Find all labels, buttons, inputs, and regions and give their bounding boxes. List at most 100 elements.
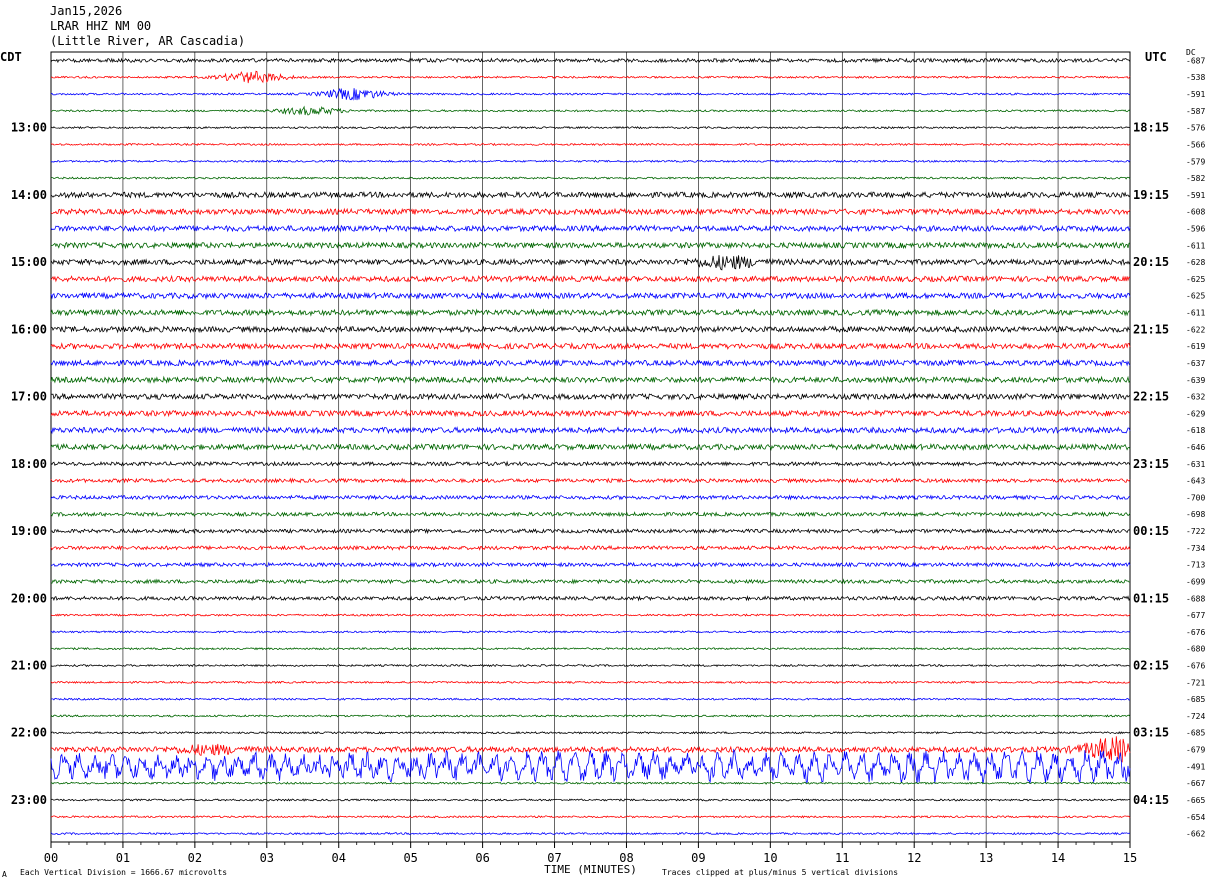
dc-offset-label: -677 (1186, 611, 1205, 620)
dc-offset-label: -596 (1186, 224, 1205, 233)
dc-offset-label: -685 (1186, 695, 1205, 704)
trace-line (50, 714, 1131, 718)
trace-line (50, 736, 1131, 763)
dc-offset-label: -628 (1186, 258, 1205, 267)
dc-offset-label: -611 (1186, 309, 1205, 318)
trace-line (50, 630, 1131, 634)
x-tick-label: 00 (44, 851, 58, 865)
trace-line (50, 291, 1131, 300)
x-tick-label: 07 (547, 851, 561, 865)
trace-line (50, 159, 1131, 163)
left-hour-label: 19:00 (11, 524, 47, 538)
clipping-note: Traces clipped at plus/minus 5 vertical … (662, 868, 899, 877)
trace-line (50, 731, 1131, 735)
trace-line (50, 358, 1131, 368)
trace-line (50, 798, 1131, 802)
x-tick-label: 02 (188, 851, 202, 865)
trace-line (50, 87, 1131, 101)
right-hour-label: 00:15 (1133, 524, 1169, 538)
dc-offset-label: -631 (1186, 460, 1205, 469)
trace-line (50, 325, 1131, 334)
trace-line (50, 442, 1131, 452)
left-hour-label: 16:00 (11, 322, 47, 336)
dc-offset-label: -721 (1186, 678, 1205, 687)
dc-offset-label: -724 (1186, 712, 1205, 721)
trace-line (50, 308, 1131, 317)
dc-offset-label: -611 (1186, 241, 1205, 250)
trace-line (50, 697, 1131, 701)
dc-offset-label: -591 (1186, 90, 1205, 99)
trace-line (50, 578, 1130, 585)
trace-line (50, 663, 1131, 668)
left-hour-label: 15:00 (11, 255, 47, 269)
dc-offset-label: -662 (1186, 830, 1205, 839)
right-hour-label: 18:15 (1133, 121, 1169, 135)
dc-offset-label: -637 (1186, 359, 1205, 368)
trace-line (50, 544, 1131, 551)
trace-line (50, 142, 1131, 147)
footer-left-mark: A (2, 870, 7, 879)
x-tick-label: 10 (763, 851, 777, 865)
x-tick-label: 14 (1051, 851, 1065, 865)
left-axis-label: CDT (0, 50, 22, 64)
dc-offset-label: -700 (1186, 493, 1205, 502)
dc-offset-label: -713 (1186, 561, 1205, 570)
trace-line (50, 57, 1131, 64)
dc-offset-label: -685 (1186, 729, 1205, 738)
right-hour-label: 03:15 (1133, 726, 1169, 740)
dc-offset-label: -619 (1186, 342, 1205, 351)
dc-offset-label: -688 (1186, 594, 1205, 603)
left-hour-label: 23:00 (11, 793, 47, 807)
dc-offset-label: -722 (1186, 527, 1205, 536)
trace-line (50, 255, 1131, 271)
dc-offset-label: -665 (1186, 796, 1205, 805)
trace-line (50, 241, 1131, 250)
dc-offset-label: -618 (1186, 426, 1205, 435)
x-tick-label: 01 (116, 851, 130, 865)
left-hour-label: 21:00 (11, 659, 47, 673)
dc-offset-label: -608 (1186, 208, 1205, 217)
trace-line (50, 647, 1131, 651)
x-tick-label: 06 (475, 851, 489, 865)
right-hour-label: 23:15 (1133, 457, 1169, 471)
dc-offset-label: -538 (1186, 73, 1205, 82)
dc-offset-label: -625 (1186, 275, 1205, 284)
left-hour-label: 17:00 (11, 390, 47, 404)
trace-line (50, 409, 1131, 418)
x-tick-label: 11 (835, 851, 849, 865)
right-hour-label: 04:15 (1133, 793, 1169, 807)
trace-line (50, 190, 1131, 200)
dc-offset-label: -576 (1186, 124, 1205, 133)
dc-offset-label: -654 (1186, 813, 1205, 822)
x-tick-label: 12 (907, 851, 921, 865)
left-hour-label: 20:00 (11, 591, 47, 605)
dc-offset-label: -582 (1186, 174, 1205, 183)
trace-line (50, 274, 1131, 283)
trace-line (50, 613, 1131, 617)
left-hour-label: 18:00 (11, 457, 47, 471)
dc-offset-label: -579 (1186, 157, 1205, 166)
trace-line (50, 494, 1131, 501)
left-hour-label: 14:00 (11, 188, 47, 202)
trace-line (50, 527, 1131, 535)
trace-line (50, 477, 1131, 484)
right-axis-label: UTC (1145, 50, 1167, 64)
dc-offset-label: -622 (1186, 325, 1205, 334)
dc-offset-label: -632 (1186, 393, 1205, 402)
x-tick-label: 09 (691, 851, 705, 865)
dc-offset-label: -698 (1186, 510, 1205, 519)
trace-line (50, 224, 1131, 233)
x-axis-label: TIME (MINUTES) (544, 863, 637, 876)
trace-line (50, 781, 1131, 785)
dc-offset-label: -687 (1186, 56, 1205, 65)
trace-line (50, 748, 1131, 784)
trace-line (50, 126, 1131, 130)
dc-offset-label: -625 (1186, 292, 1205, 301)
trace-line (50, 831, 1131, 836)
right-hour-label: 01:15 (1133, 591, 1169, 605)
left-hour-label: 13:00 (11, 121, 47, 135)
x-tick-label: 13 (979, 851, 993, 865)
trace-line (50, 561, 1131, 568)
dc-offset-label: -643 (1186, 477, 1205, 486)
